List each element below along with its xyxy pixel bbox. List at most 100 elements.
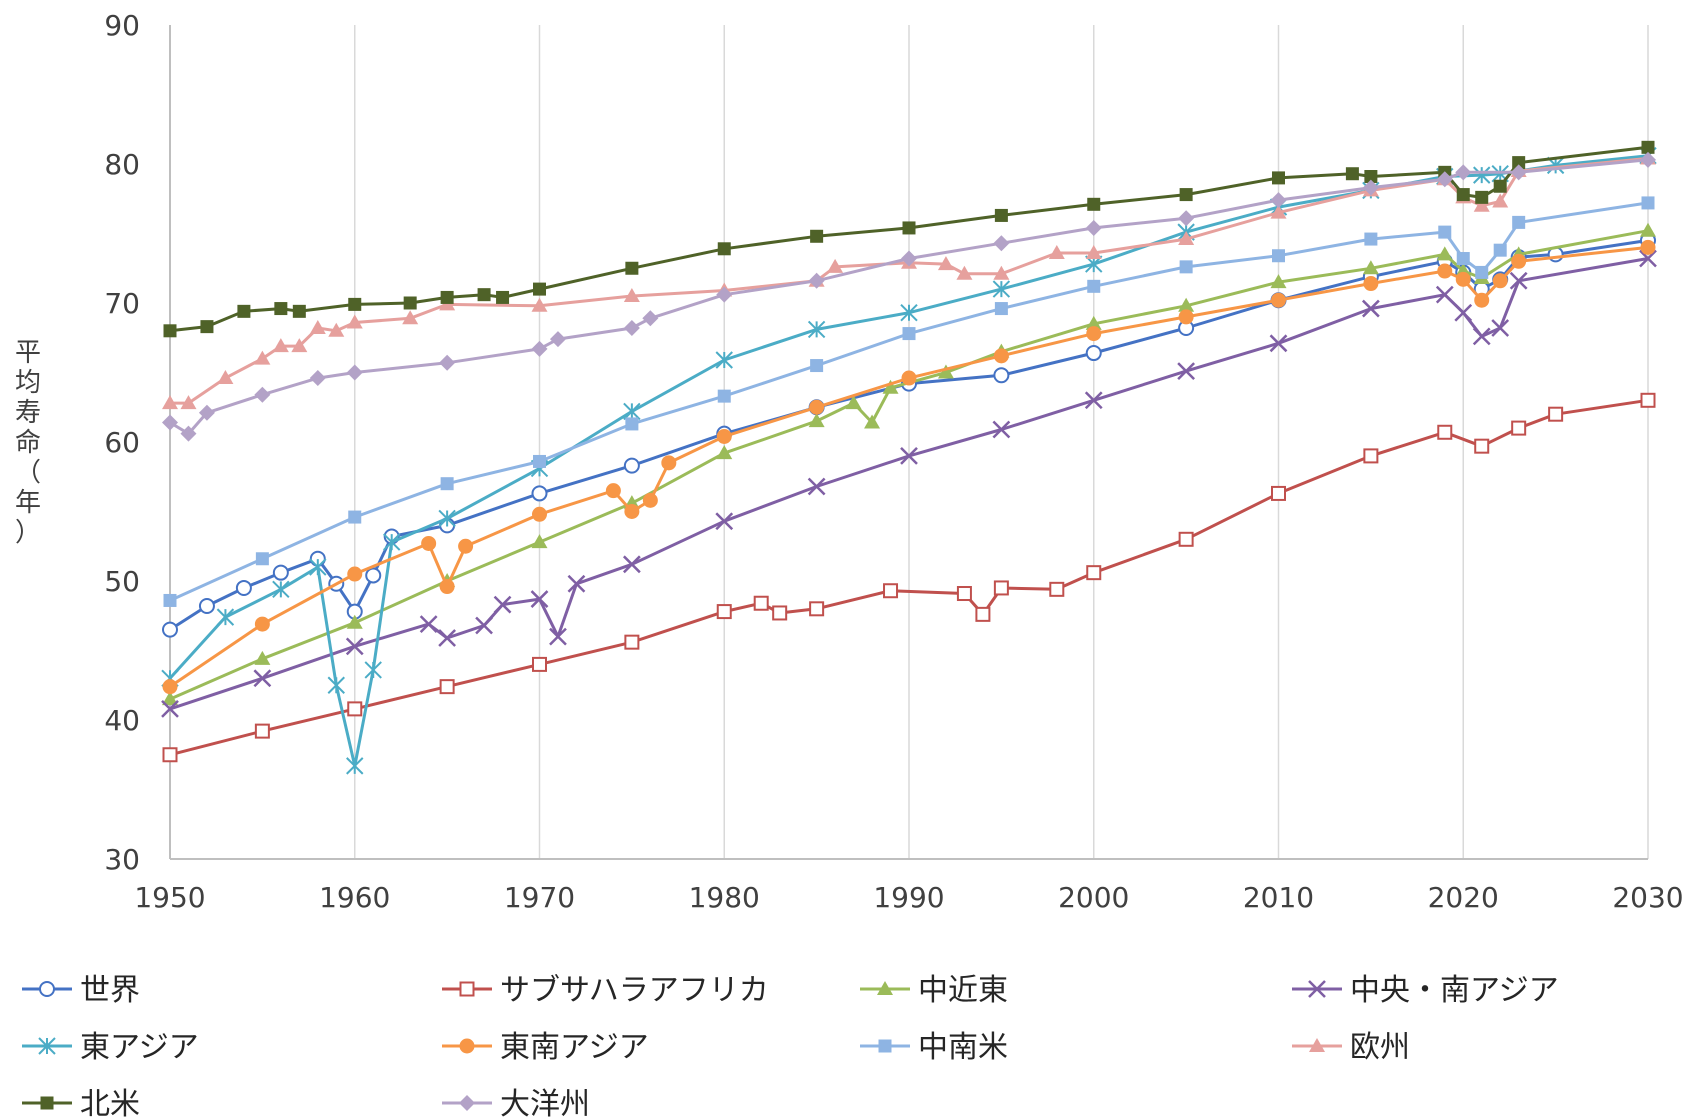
x-tick-1970: 1970 xyxy=(504,881,575,914)
series-5-point-7 xyxy=(605,483,621,499)
series-9-point-11 xyxy=(716,286,733,303)
series-6-point-14 xyxy=(1438,225,1452,239)
series-1-point-16 xyxy=(1178,531,1194,547)
series-5-point-4 xyxy=(439,579,455,595)
series-1-point-9 xyxy=(809,601,825,617)
legend-marker-4 xyxy=(38,1037,56,1055)
series-7-point-28 xyxy=(1492,193,1509,208)
series-8-point-26 xyxy=(1641,140,1655,154)
series-2-point-11 xyxy=(937,364,954,379)
series-5-point-13 xyxy=(901,370,917,386)
series-3-point-18 xyxy=(1361,299,1380,318)
series-4-point-4 xyxy=(327,676,345,694)
series-3-point-21 xyxy=(1472,327,1491,346)
series-0-point-11 xyxy=(623,457,640,474)
series-3-point-16 xyxy=(1177,362,1196,380)
series-1-point-3 xyxy=(439,679,455,695)
series-3-point-15 xyxy=(1084,391,1103,410)
series-4-point-11 xyxy=(715,351,733,369)
series-1-point-15 xyxy=(1086,565,1102,581)
series-9-point-0 xyxy=(162,414,178,431)
series-7-point-9 xyxy=(402,310,419,325)
y-tick-70: 70 xyxy=(104,287,140,320)
series-6-point-2 xyxy=(348,510,362,524)
series-9-point-21 xyxy=(1510,164,1527,181)
series-2-point-1 xyxy=(254,650,271,665)
series-6-point-7 xyxy=(810,359,824,373)
series-5-point-5 xyxy=(458,538,474,554)
series-9-point-1 xyxy=(180,425,197,442)
series-8-point-5 xyxy=(348,297,362,311)
legend-label-3: 中央・南アジア xyxy=(1350,973,1559,1008)
series-1-point-17 xyxy=(1271,485,1286,501)
legend-item-9: 大洋州 xyxy=(442,1087,590,1117)
series-1-point-19 xyxy=(1437,424,1453,440)
series-8-point-4 xyxy=(292,304,306,318)
series-4-point-8 xyxy=(438,509,456,528)
series-5-point-8 xyxy=(624,504,640,519)
series-3-point-10 xyxy=(622,555,641,574)
series-0-point-10 xyxy=(531,485,548,502)
series-5-point-23 xyxy=(1511,253,1527,269)
series-1-point-4 xyxy=(532,656,547,672)
series-7-point-6 xyxy=(309,320,326,335)
series-8-point-19 xyxy=(1345,167,1359,181)
series-5-point-3 xyxy=(421,535,437,551)
series-8-point-18 xyxy=(1272,171,1285,185)
series-8-point-20 xyxy=(1364,170,1378,184)
series-1-point-11 xyxy=(956,586,972,602)
series-2-point-14 xyxy=(1178,297,1195,312)
series-0-point-1 xyxy=(198,598,215,615)
axes xyxy=(169,25,1648,860)
x-tick-1950: 1950 xyxy=(134,881,205,914)
series-5-point-1 xyxy=(254,616,270,632)
series-3-point-24 xyxy=(1639,249,1657,268)
series-line-2 xyxy=(169,229,1649,701)
legend-marker-0 xyxy=(39,981,55,997)
series-3-point-23 xyxy=(1509,271,1528,290)
series-3-point-20 xyxy=(1454,303,1473,322)
series-9-point-20 xyxy=(1455,164,1472,181)
series-8-point-22 xyxy=(1456,188,1470,202)
series-5-point-20 xyxy=(1455,271,1471,287)
series-9-point-5 xyxy=(346,364,363,381)
series-5-point-21 xyxy=(1474,292,1490,308)
tick-labels: 30 40 50 60 70 80 90 1950 1960 1970 1980 1990 2000 20… xyxy=(104,9,1683,914)
series-2-point-21 xyxy=(1640,222,1656,237)
series-1-point-8 xyxy=(772,605,788,621)
series-4-point-10 xyxy=(623,402,641,421)
legend-label-1: サブサハラアフリカ xyxy=(500,973,769,1008)
legend-label-6: 中南米 xyxy=(918,1030,1008,1065)
series-7-point-18 xyxy=(956,265,973,280)
series-1-point-22 xyxy=(1548,406,1564,422)
series-1 xyxy=(162,392,1656,763)
y-axis-label: 平均寿命（年） xyxy=(15,338,41,548)
legend-marker-2 xyxy=(877,981,893,995)
series-4-point-6 xyxy=(364,661,382,679)
series-7-point-23 xyxy=(1270,204,1287,219)
series-9-point-9 xyxy=(623,320,640,337)
series-2-point-16 xyxy=(1362,260,1379,275)
y-tick-80: 80 xyxy=(104,148,140,181)
x-tick-1980: 1980 xyxy=(689,881,760,914)
series-6-point-0 xyxy=(163,593,177,607)
series-1-point-10 xyxy=(883,583,899,599)
series-1-point-5 xyxy=(624,634,640,650)
series-2-point-15 xyxy=(1270,274,1287,289)
series-8-point-12 xyxy=(717,242,731,256)
series-1-point-21 xyxy=(1511,420,1527,436)
series-3-point-12 xyxy=(807,477,826,496)
series-1-point-0 xyxy=(162,747,178,763)
series-6-point-13 xyxy=(1364,232,1378,246)
series-5-point-9 xyxy=(642,492,658,508)
series-6-point-19 xyxy=(1641,196,1655,210)
series-2-point-7 xyxy=(808,413,825,428)
series-9 xyxy=(162,151,1656,442)
series-3-point-19 xyxy=(1435,285,1454,304)
series-6-point-15 xyxy=(1456,252,1470,266)
series-7-point-15 xyxy=(827,258,844,273)
series-3-point-22 xyxy=(1491,319,1510,337)
series-7-point-20 xyxy=(1048,244,1065,259)
series-5-point-12 xyxy=(809,399,825,415)
